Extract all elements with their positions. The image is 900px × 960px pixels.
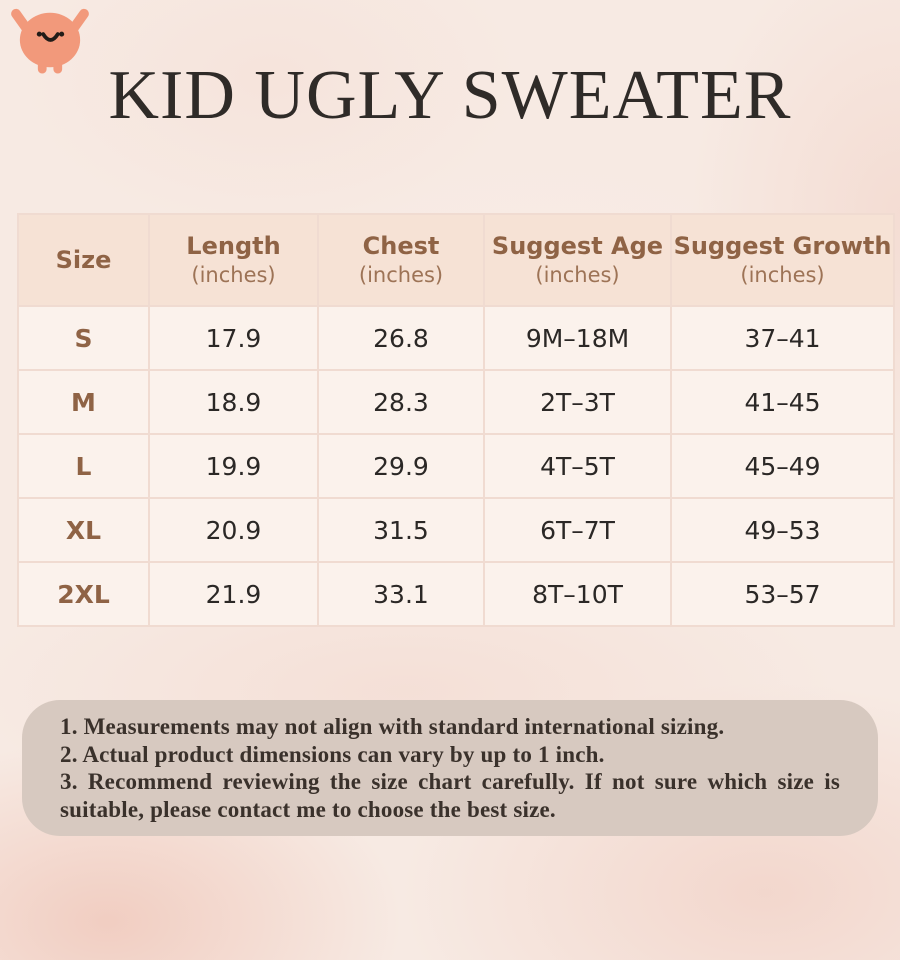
cell-growth: 49–53 [670,497,895,563]
col-header-length-unit: (inches) [191,263,276,288]
col-header-chest-label: Chest [362,231,440,260]
col-header-suggest-age-unit: (inches) [535,263,620,288]
table-row: XL 20.9 31.5 6T–7T 49–53 [17,497,895,563]
col-header-size: Size [17,213,150,307]
cell-length: 17.9 [148,305,319,371]
cell-size: 2XL [17,561,150,627]
cell-chest: 26.8 [317,305,485,371]
notes-panel: 1. Measurements may not align with stand… [22,700,878,836]
cell-size: XL [17,497,150,563]
cell-age: 9M–18M [483,305,672,371]
cell-growth: 53–57 [670,561,895,627]
col-header-chest: Chest (inches) [317,213,485,307]
col-header-suggest-growth: Suggest Growth (inches) [670,213,895,307]
cell-length: 18.9 [148,369,319,435]
col-header-chest-unit: (inches) [358,263,444,288]
header-row: Size Length (inches) Chest (inches) Sugg… [17,213,895,307]
cell-growth: 45–49 [670,433,895,499]
cell-size: L [17,433,150,499]
table-row: S 17.9 26.8 9M–18M 37–41 [17,305,895,371]
cell-age: 4T–5T [483,433,672,499]
cell-age: 6T–7T [483,497,672,563]
cell-chest: 29.9 [317,433,485,499]
table-row: 2XL 21.9 33.1 8T–10T 53–57 [17,561,895,627]
col-header-suggest-age-label: Suggest Age [491,231,664,260]
cell-growth: 37–41 [670,305,895,371]
cell-age: 8T–10T [483,561,672,627]
cell-age: 2T–3T [483,369,672,435]
note-2: 2. Actual product dimensions can vary by… [60,741,605,767]
cell-length: 20.9 [148,497,319,563]
cell-growth: 41–45 [670,369,895,435]
col-header-length-label: Length [186,231,281,260]
cell-size: S [17,305,150,371]
cell-chest: 31.5 [317,497,485,563]
cell-length: 19.9 [148,433,319,499]
col-header-suggest-growth-unit: (inches) [740,263,825,288]
cell-chest: 33.1 [317,561,485,627]
col-header-length: Length (inches) [148,213,319,307]
note-1: 1. Measurements may not align with stand… [60,714,725,739]
col-header-suggest-growth-label: Suggest Growth [673,231,892,260]
smiling-blob-mascot-icon [11,8,89,74]
col-header-suggest-age: Suggest Age (inches) [483,213,672,307]
note-3: 3. Recommend reviewing the size chart ca… [60,769,840,822]
cell-size: M [17,369,150,435]
mascot-face [36,31,65,42]
size-chart-table: Size Length (inches) Chest (inches) Sugg… [17,213,895,627]
table-row: L 19.9 29.9 4T–5T 45–49 [17,433,895,499]
col-header-size-label: Size [55,245,112,274]
cell-chest: 28.3 [317,369,485,435]
table-row: M 18.9 28.3 2T–3T 41–45 [17,369,895,435]
page-title: KID UGLY SWEATER [108,57,792,134]
cell-length: 21.9 [148,561,319,627]
